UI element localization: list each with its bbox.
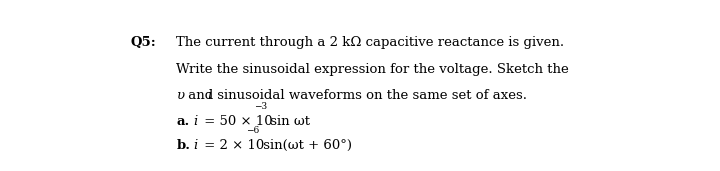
Text: −3: −3 <box>254 102 267 111</box>
Text: = 2 × 10: = 2 × 10 <box>200 139 265 152</box>
Text: The current through a 2 kΩ capacitive reactance is given.: The current through a 2 kΩ capacitive re… <box>176 36 564 49</box>
Text: Q5:: Q5: <box>130 36 156 49</box>
Text: Write the sinusoidal expression for the voltage. Sketch the: Write the sinusoidal expression for the … <box>176 63 570 76</box>
Text: sin ωt: sin ωt <box>266 115 310 128</box>
Text: i: i <box>193 115 197 128</box>
Text: a.: a. <box>176 115 190 128</box>
Text: sin(ωt + 60°): sin(ωt + 60°) <box>258 139 351 152</box>
Text: i: i <box>208 89 212 102</box>
Text: −6: −6 <box>246 126 259 135</box>
Text: υ: υ <box>176 89 184 102</box>
Text: i: i <box>193 139 197 152</box>
Text: b.: b. <box>176 139 191 152</box>
Text: sinusoidal waveforms on the same set of axes.: sinusoidal waveforms on the same set of … <box>213 89 527 102</box>
Text: and: and <box>184 89 217 102</box>
Text: = 50 × 10: = 50 × 10 <box>200 115 273 128</box>
